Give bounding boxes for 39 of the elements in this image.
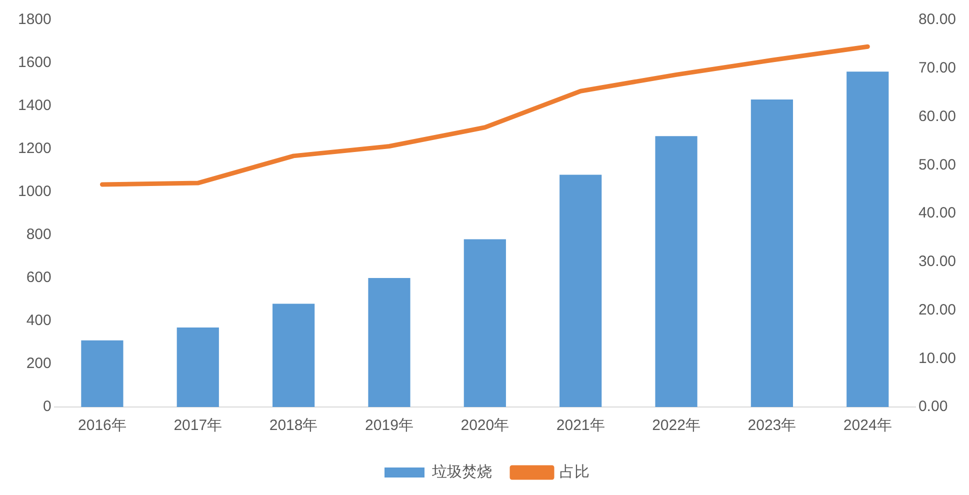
y2-tick-label: 40.00 [918, 204, 956, 222]
bar [846, 72, 889, 407]
y2-tick-label: 10.00 [918, 350, 956, 367]
bar [750, 100, 793, 407]
bar [272, 304, 315, 407]
y-tick-label: 1000 [18, 183, 52, 200]
legend-label: 占比 [560, 464, 590, 481]
y-tick-label: 1600 [18, 54, 52, 72]
bar [81, 340, 124, 407]
y-tick-label: 1400 [18, 97, 52, 114]
x-tick-label: 2023年 [748, 417, 796, 434]
y-tick-label: 0 [43, 398, 52, 416]
x-tick-label: 2018年 [269, 417, 318, 434]
x-tick-label: 2024年 [843, 417, 892, 434]
y-tick-label: 1800 [18, 11, 52, 28]
x-tick-label: 2017年 [174, 417, 222, 434]
x-tick-label: 2020年 [460, 417, 510, 434]
y-tick-label: 600 [26, 269, 52, 286]
x-tick-label: 2019年 [365, 417, 414, 434]
x-tick-label: 2016年 [78, 417, 126, 434]
y2-tick-label: 0.00 [918, 398, 948, 416]
bar [560, 174, 602, 407]
y-tick-label: 200 [26, 355, 52, 372]
y-tick-label: 400 [26, 312, 52, 330]
y2-tick-label: 70.00 [918, 60, 956, 77]
y2-tick-label: 80.00 [918, 11, 956, 28]
y2-tick-label: 50.00 [918, 156, 956, 174]
y2-tick-label: 60.00 [918, 108, 956, 125]
x-tick-label: 2022年 [652, 417, 700, 434]
bar [176, 327, 219, 407]
legend-label: 垃圾焚烧 [431, 464, 492, 481]
y-tick-label: 1200 [18, 140, 52, 158]
bar [464, 239, 506, 407]
x-tick-label: 2021年 [556, 417, 605, 434]
bar [368, 278, 410, 407]
y2-tick-label: 30.00 [918, 253, 956, 270]
y-tick-label: 800 [26, 226, 52, 244]
y2-tick-label: 20.00 [918, 301, 956, 318]
bar [655, 136, 698, 407]
